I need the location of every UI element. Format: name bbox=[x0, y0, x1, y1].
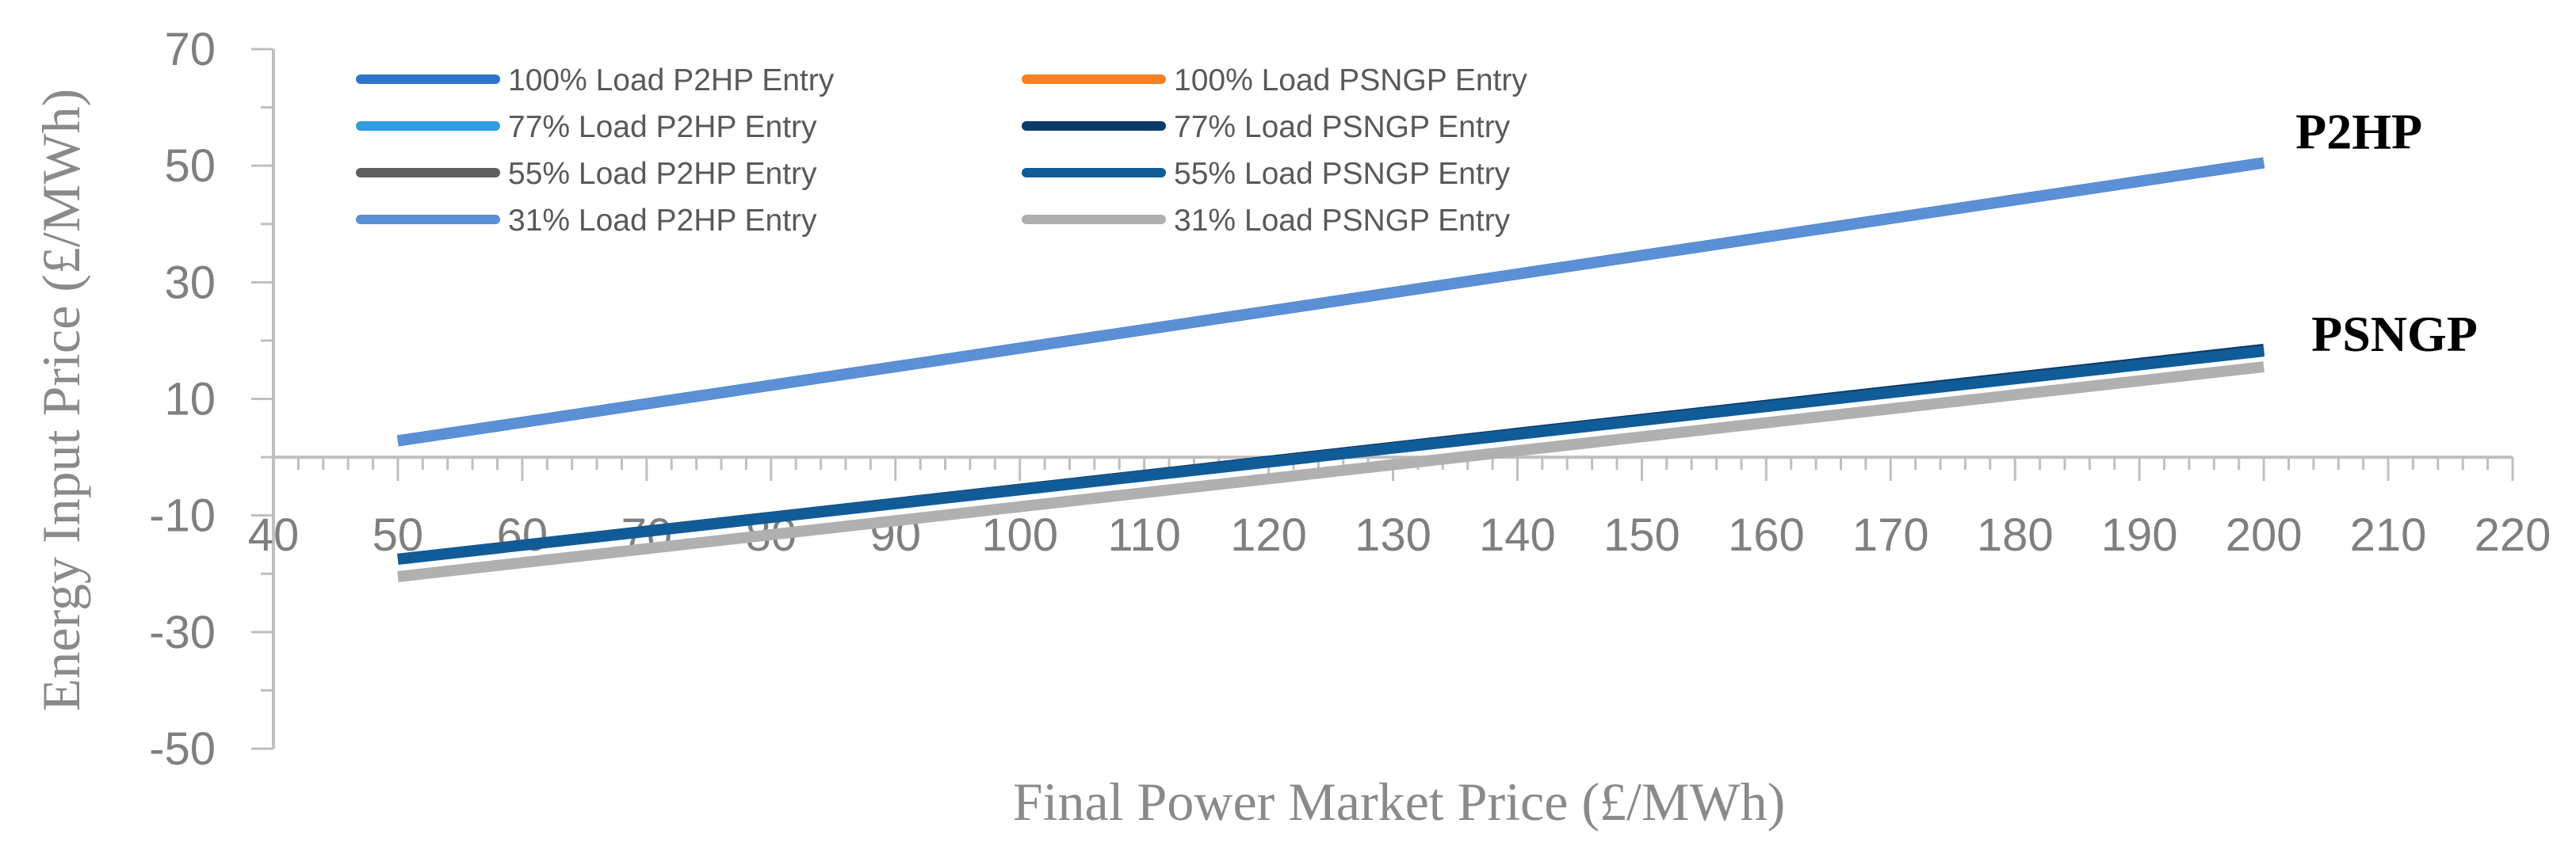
y-tick-label: 50 bbox=[164, 140, 216, 192]
x-tick-label: 180 bbox=[1977, 509, 2054, 561]
legend-label: 31% Load P2HP Entry bbox=[508, 204, 817, 238]
x-tick-label: 40 bbox=[248, 509, 300, 561]
x-tick-label: 210 bbox=[2350, 509, 2427, 561]
y-axis-title: Energy Input Price (£/MWh) bbox=[31, 89, 91, 711]
series-annotation-psngp: PSNGP bbox=[2311, 306, 2478, 362]
legend-label: 100% Load PSNGP Entry bbox=[1174, 63, 1527, 97]
x-tick-label: 120 bbox=[1230, 509, 1307, 561]
series-line-8 bbox=[397, 361, 2265, 582]
legend-label: 31% Load PSNGP Entry bbox=[1174, 204, 1511, 238]
x-tick-label: 150 bbox=[1603, 509, 1680, 561]
legend-label: 55% Load P2HP Entry bbox=[508, 157, 817, 191]
x-axis-title: Final Power Market Price (£/MWh) bbox=[1013, 772, 1785, 832]
x-tick-label: 190 bbox=[2101, 509, 2178, 561]
x-tick-label: 170 bbox=[1852, 509, 1929, 561]
legend-label: 55% Load PSNGP Entry bbox=[1174, 157, 1511, 191]
x-tick-label: 140 bbox=[1479, 509, 1556, 561]
series-annotation-p2hp: P2HP bbox=[2295, 103, 2422, 159]
y-tick-label: -10 bbox=[149, 490, 216, 542]
y-tick-label: -30 bbox=[149, 607, 216, 658]
legend-label: 100% Load P2HP Entry bbox=[508, 63, 835, 97]
y-tick-label: 30 bbox=[164, 257, 216, 308]
legend-label: 77% Load P2HP Entry bbox=[508, 110, 817, 144]
legend-label: 77% Load PSNGP Entry bbox=[1174, 110, 1511, 144]
y-tick-label: 70 bbox=[164, 24, 216, 75]
x-tick-label: 110 bbox=[1107, 509, 1180, 561]
series-line-6 bbox=[397, 345, 2265, 565]
x-tick-label: 220 bbox=[2475, 509, 2551, 561]
series-line-7 bbox=[396, 157, 2265, 447]
x-tick-label: 100 bbox=[981, 509, 1058, 561]
y-tick-label: 10 bbox=[164, 374, 216, 425]
y-tick-label: -50 bbox=[149, 723, 216, 775]
x-tick-label: 160 bbox=[1728, 509, 1805, 561]
x-tick-label: 200 bbox=[2226, 509, 2303, 561]
x-tick-label: 130 bbox=[1355, 509, 1431, 561]
x-tick-label: 60 bbox=[497, 509, 548, 561]
